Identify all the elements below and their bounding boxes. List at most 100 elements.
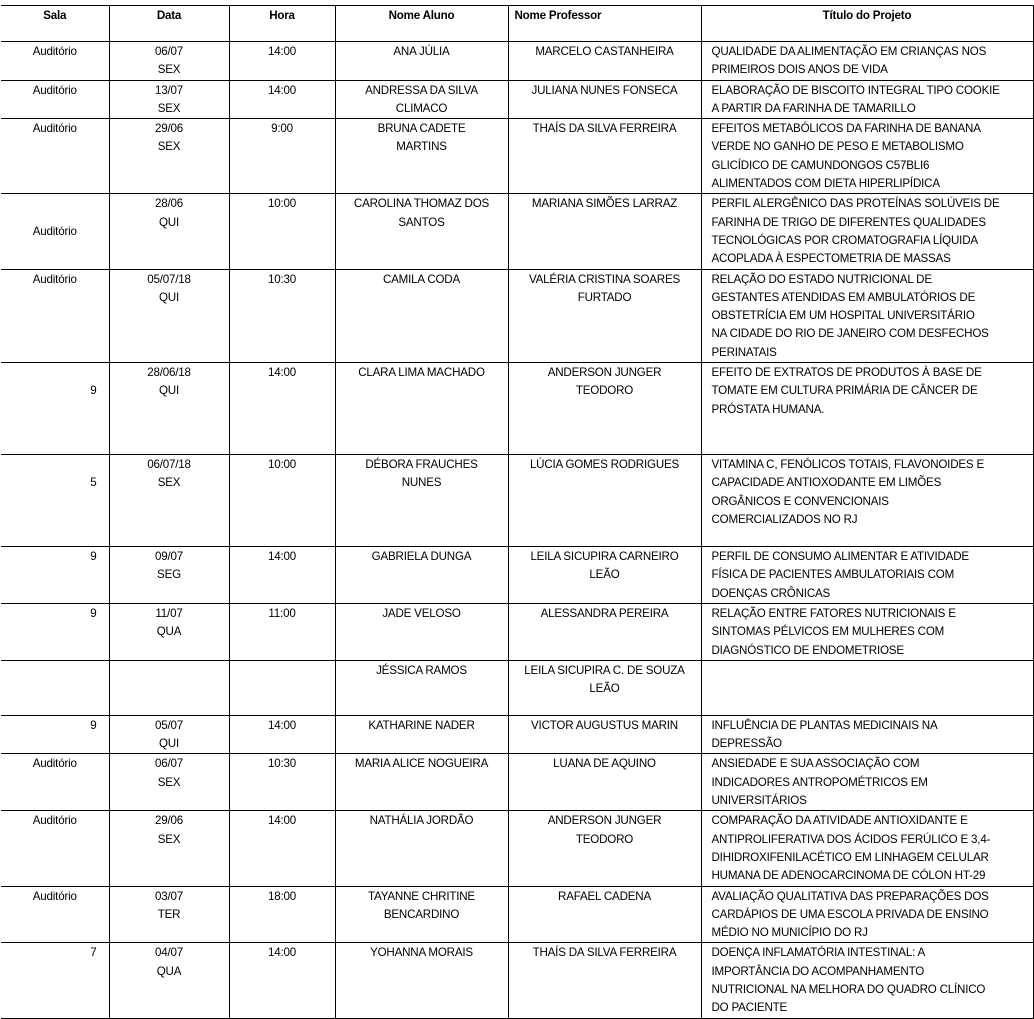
cell-professor: ANDERSON JUNGER TEODORO <box>507 362 702 456</box>
cell-hora: 14:00 <box>228 810 336 887</box>
cell-aluno: ANA JÚLIA <box>334 41 509 81</box>
table-row: Auditório 13/07 SEX 14:00 ANDRESSA DA SILVA… <box>1 79 1034 120</box>
cell-titulo: QUALIDADE DA ALIMENTAÇÃO EM CRIANÇAS NOS… <box>700 41 1034 81</box>
cell-professor: THAÍS DA SILVA FERREIRA <box>507 942 702 1019</box>
cell-professor: MARCELO CASTANHEIRA <box>507 41 702 81</box>
cell-data: 05/07 QUI <box>108 714 230 755</box>
cell-sala: Auditório <box>1 79 110 120</box>
cell-data: 11/07 QUA <box>108 602 230 661</box>
cell-titulo: INFLUÊNCIA DE PLANTAS MEDICINAIS NA DEPR… <box>700 714 1034 755</box>
cell-sala: Auditório <box>1 193 110 270</box>
cell-professor: RAFAEL CADENA <box>507 885 702 944</box>
header-data: Data <box>108 5 230 42</box>
cell-hora: 14:00 <box>228 546 336 604</box>
cell-professor: VALÉRIA CRISTINA SOARES FURTADO <box>507 268 702 364</box>
cell-data: 04/07 QUA <box>108 942 230 1019</box>
cell-data: 29/06 SEX <box>108 118 230 195</box>
cell-data: 13/07 SEX <box>108 79 230 120</box>
cell-titulo: RELAÇÃO DO ESTADO NUTRICIONAL DE GESTANT… <box>700 268 1034 364</box>
cell-aluno: CAMILA CODA <box>334 268 509 364</box>
cell-aluno: BRUNA CADETE MARTINS <box>334 118 509 195</box>
cell-hora: 14:00 <box>228 79 336 120</box>
cell-aluno: ANDRESSA DA SILVA CLIMACO <box>334 79 509 120</box>
cell-aluno: GABRIELA DUNGA <box>334 546 509 604</box>
cell-sala: Auditório <box>1 268 110 364</box>
cell-aluno: NATHÁLIA JORDÃO <box>334 810 509 887</box>
cell-hora: 10:00 <box>228 454 336 548</box>
cell-hora: 10:30 <box>228 268 336 364</box>
schedule-table: Sala Data Hora Nome Aluno Nome Professor… <box>1 5 1034 1019</box>
cell-sala: Auditório <box>1 885 110 944</box>
cell-hora <box>228 659 336 716</box>
table-row: 9 05/07 QUI 14:00 KATHARINE NADER VICTOR AUG… <box>1 714 1034 755</box>
cell-titulo: COMPARAÇÃO DA ATIVIDADE ANTIOXIDANTE E A… <box>700 810 1034 887</box>
cell-sala: Auditório <box>1 810 110 887</box>
cell-titulo: AVALIAÇÃO QUALITATIVA DAS PREPARAÇÕES DO… <box>700 885 1034 944</box>
header-aluno: Nome Aluno <box>334 5 509 42</box>
cell-hora: 14:00 <box>228 942 336 1019</box>
cell-data: 03/07 TER <box>108 885 230 944</box>
cell-titulo: VITAMINA C, FENÓLICOS TOTAIS, FLAVONOIDE… <box>700 454 1034 548</box>
cell-sala: 9 <box>1 714 110 755</box>
cell-professor: THAÍS DA SILVA FERREIRA <box>507 118 702 195</box>
cell-data: 06/07/18 SEX <box>108 454 230 548</box>
cell-aluno: CAROLINA THOMAZ DOS SANTOS <box>334 193 509 270</box>
cell-aluno: YOHANNA MORAIS <box>334 942 509 1019</box>
cell-hora: 18:00 <box>228 885 336 944</box>
header-professor: Nome Professor <box>507 5 702 42</box>
cell-professor: ANDERSON JUNGER TEODORO <box>507 810 702 887</box>
cell-sala: 7 <box>1 942 110 1019</box>
cell-professor: JULIANA NUNES FONSECA <box>507 79 702 120</box>
cell-titulo: ELABORAÇÃO DE BISCOITO INTEGRAL TIPO COO… <box>700 79 1034 120</box>
cell-data: 09/07 SEG <box>108 546 230 604</box>
cell-hora: 14:00 <box>228 41 336 81</box>
cell-titulo: EFEITO DE EXTRATOS DE PRODUTOS À BASE DE… <box>700 362 1034 456</box>
table-row: Auditório 03/07 TER 18:00 TAYANNE CHRITINE … <box>1 885 1034 944</box>
cell-professor: LÚCIA GOMES RODRIGUES <box>507 454 702 548</box>
table-row: Auditório 05/07/18 QUI 10:30 CAMILA CODA VAL… <box>1 268 1034 364</box>
header-row: Sala Data Hora Nome Aluno Nome Professor… <box>1 5 1034 42</box>
cell-data: 29/06 SEX <box>108 810 230 887</box>
table-row: Auditório 29/06 SEX 9:00 BRUNA CADETE MARTI… <box>1 118 1034 195</box>
cell-aluno: TAYANNE CHRITINE BENCARDINO <box>334 885 509 944</box>
cell-sala <box>1 659 110 716</box>
header-titulo: Título do Projeto <box>700 5 1034 42</box>
cell-sala: 9 <box>1 546 110 604</box>
cell-titulo: DOENÇA INFLAMATÓRIA INTESTINAL: A IMPORT… <box>700 942 1034 1019</box>
cell-aluno: JÉSSICA RAMOS <box>334 659 509 716</box>
cell-titulo: ANSIEDADE E SUA ASSOCIAÇÃO COM INDICADOR… <box>700 753 1034 812</box>
cell-titulo: EFEITOS METABÓLICOS DA FARINHA DE BANANA… <box>700 118 1034 195</box>
table-row: Auditório 06/07 SEX 14:00 ANA JÚLIA MARCELO … <box>1 41 1034 81</box>
cell-hora: 10:00 <box>228 193 336 270</box>
cell-professor: LUANA DE AQUINO <box>507 753 702 812</box>
cell-hora: 10:30 <box>228 753 336 812</box>
cell-titulo: PERFIL ALERGÊNICO DAS PROTEÍNAS SOLÚVEIS… <box>700 193 1034 270</box>
cell-professor: LEILA SICUPIRA CARNEIRO LEÃO <box>507 546 702 604</box>
cell-hora: 9:00 <box>228 118 336 195</box>
cell-aluno: KATHARINE NADER <box>334 714 509 755</box>
cell-data: 06/07 SEX <box>108 41 230 81</box>
cell-sala: 9 <box>1 602 110 661</box>
cell-hora: 14:00 <box>228 714 336 755</box>
cell-hora: 11:00 <box>228 602 336 661</box>
cell-professor: LEILA SICUPIRA C. DE SOUZA LEÃO <box>507 659 702 716</box>
cell-data <box>108 659 230 716</box>
header-hora: Hora <box>228 5 336 42</box>
cell-data: 06/07 SEX <box>108 753 230 812</box>
cell-sala: Auditório <box>1 41 110 81</box>
table-row: 9 09/07 SEG 14:00 GABRIELA DUNGA LEILA SICUP… <box>1 546 1034 604</box>
table-row: Auditório 06/07 SEX 10:30 MARIA ALICE NOGUE… <box>1 753 1034 812</box>
cell-professor: MARIANA SIMÕES LARRAZ <box>507 193 702 270</box>
cell-titulo: RELAÇÃO ENTRE FATORES NUTRICIONAIS E SIN… <box>700 602 1034 661</box>
table-row: 9 11/07 QUA 11:00 JADE VELOSO ALESSANDRA PER… <box>1 602 1034 661</box>
cell-sala: 9 <box>1 362 110 456</box>
cell-sala: Auditório <box>1 753 110 812</box>
table-row: 7 04/07 QUA 14:00 YOHANNA MORAIS THAÍS DA SI… <box>1 942 1034 1019</box>
table-row: Auditório 29/06 SEX 14:00 NATHÁLIA JORDÃO AN… <box>1 810 1034 887</box>
cell-professor: VICTOR AUGUSTUS MARIN <box>507 714 702 755</box>
cell-aluno: CLARA LIMA MACHADO <box>334 362 509 456</box>
table-row: 9 28/06/18 QUI 14:00 CLARA LIMA MACHADO ANDE… <box>1 362 1034 456</box>
cell-titulo: PERFIL DE CONSUMO ALIMENTAR E ATIVIDADE … <box>700 546 1034 604</box>
cell-data: 28/06/18 QUI <box>108 362 230 456</box>
cell-sala: 5 <box>1 454 110 548</box>
